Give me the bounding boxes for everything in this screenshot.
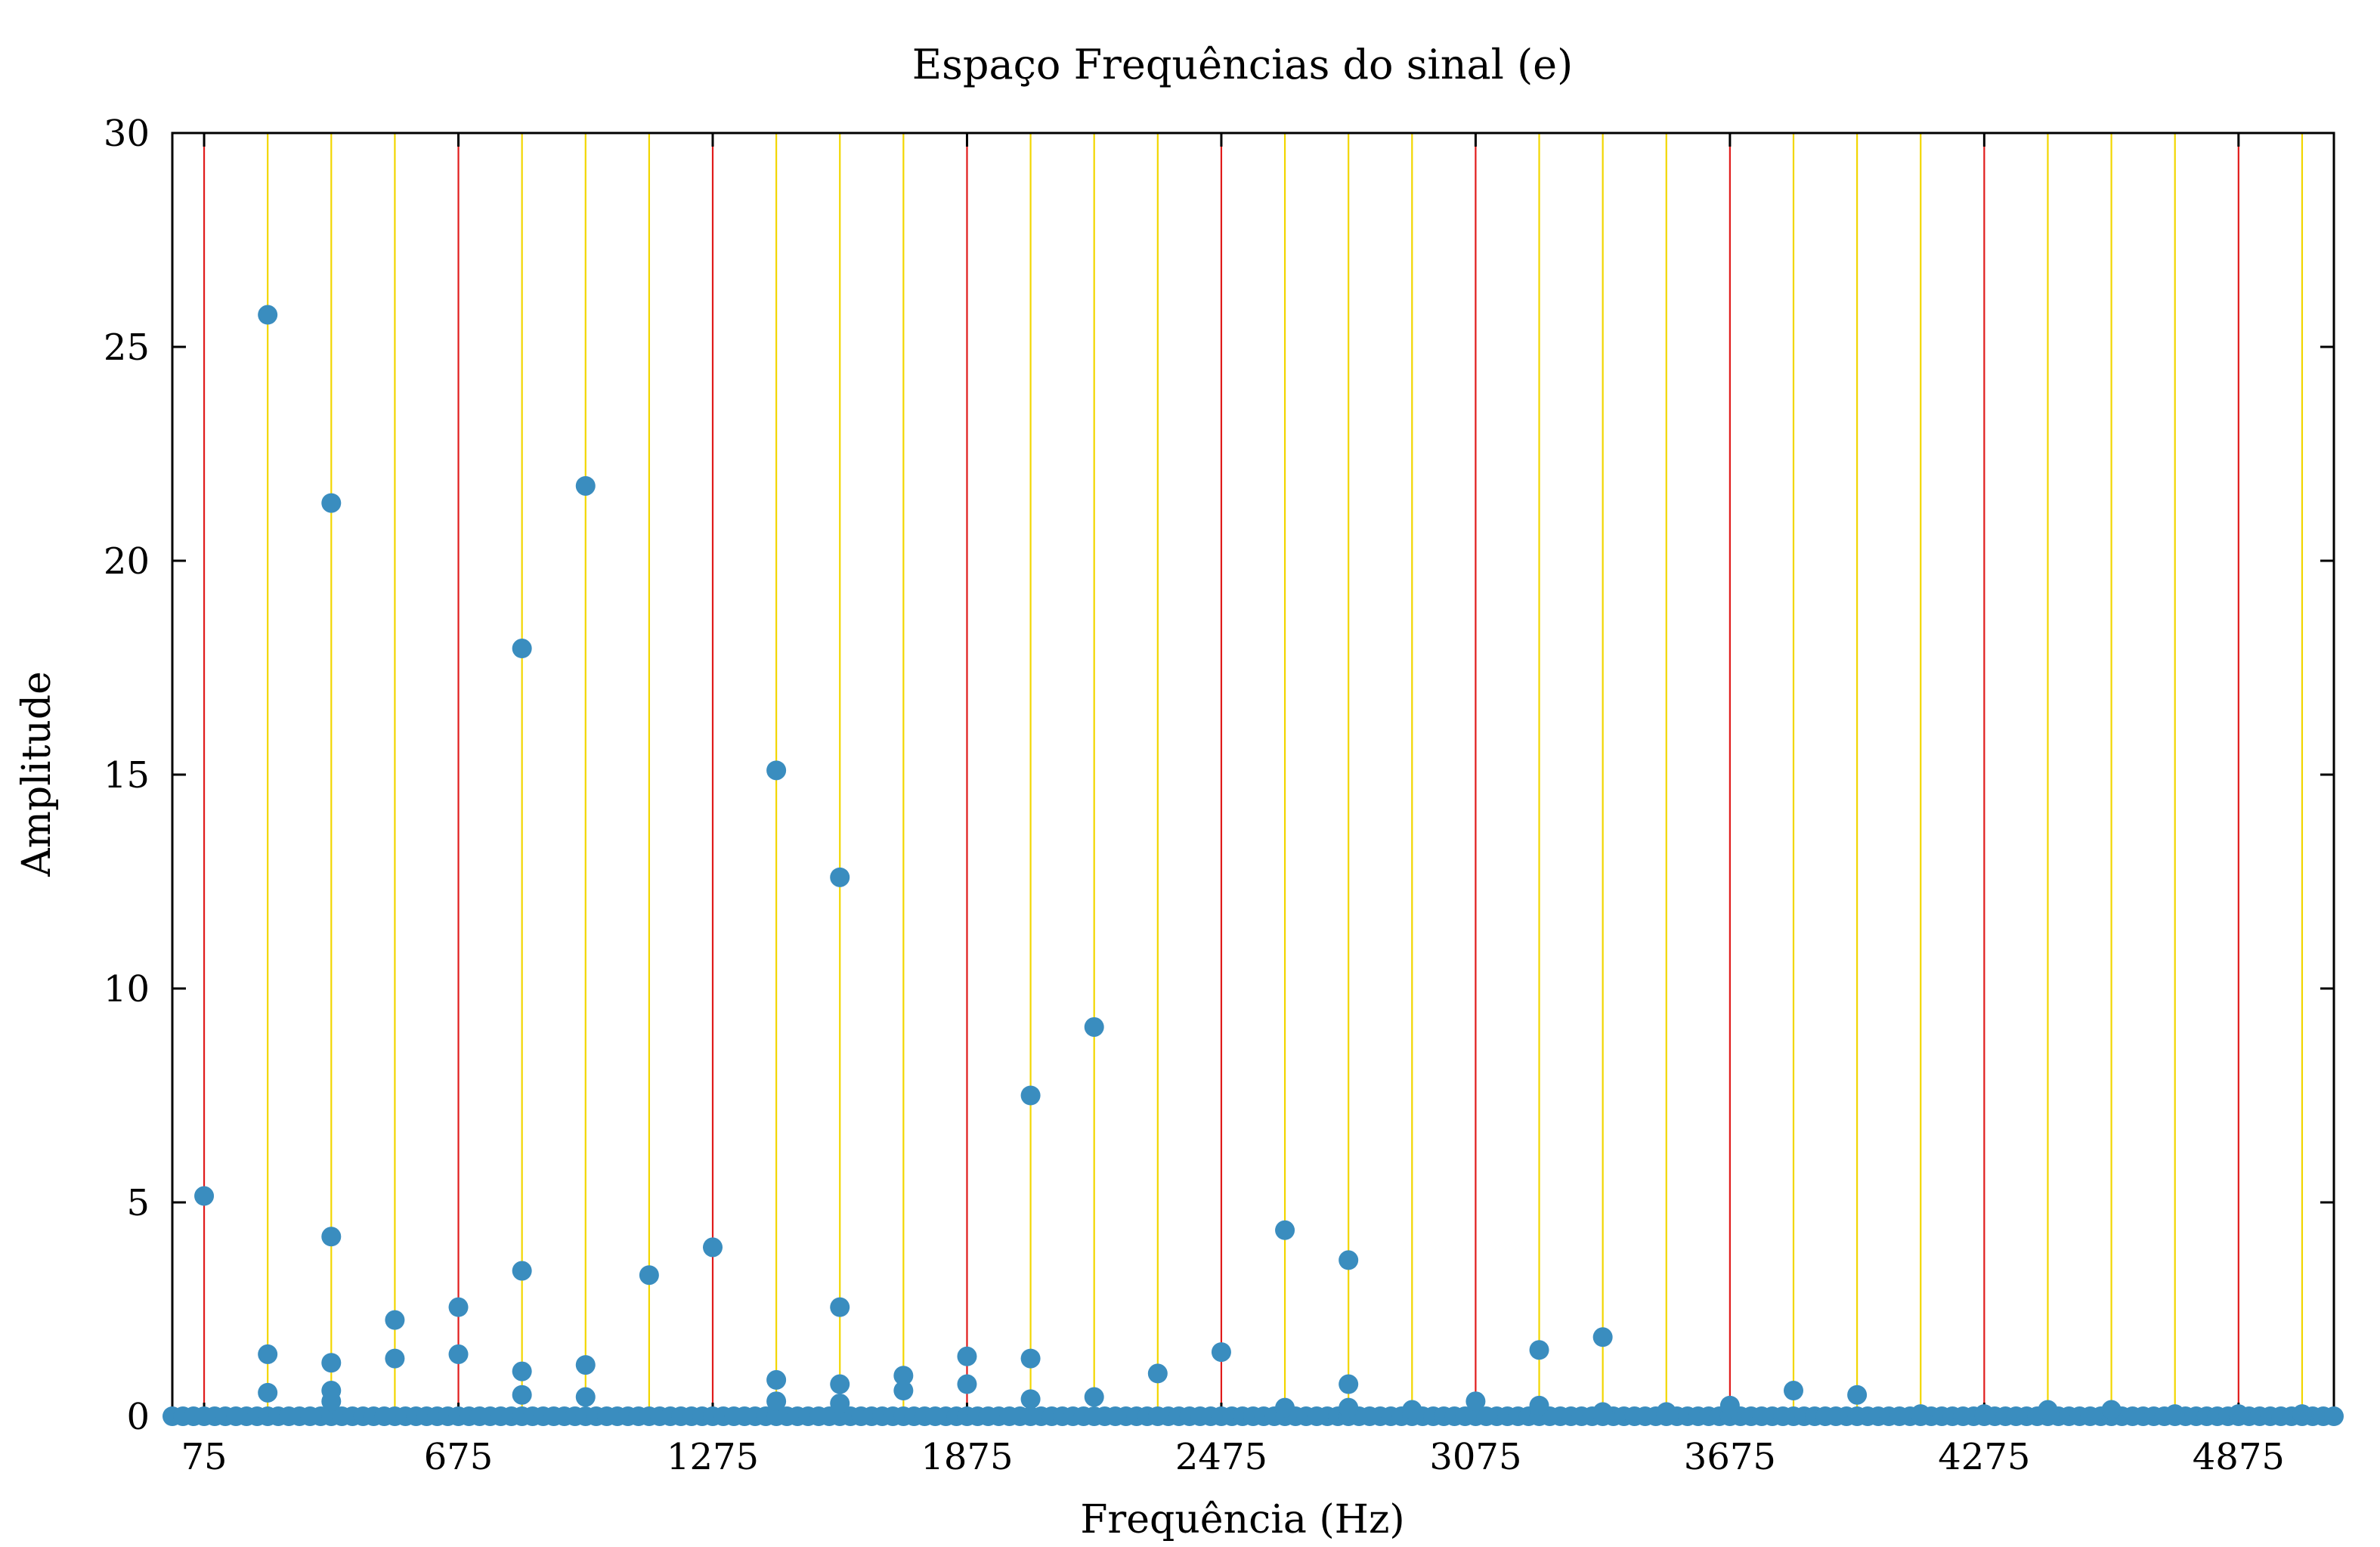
data-point bbox=[1529, 1395, 1549, 1416]
data-point bbox=[2324, 1406, 2344, 1426]
data-point bbox=[2101, 1400, 2122, 1420]
data-point bbox=[703, 1237, 723, 1258]
data-point bbox=[1465, 1391, 1486, 1412]
data-point bbox=[258, 1344, 278, 1364]
data-point bbox=[1275, 1220, 1295, 1240]
data-point bbox=[1339, 1397, 1359, 1418]
data-point bbox=[2292, 1404, 2312, 1425]
x-tick-label: 675 bbox=[424, 1436, 494, 1478]
x-tick-label: 3075 bbox=[1429, 1436, 1521, 1478]
x-tick-label: 75 bbox=[181, 1436, 227, 1478]
x-tick-label: 1875 bbox=[921, 1436, 1013, 1478]
y-axis-ticks: 0 5 10 15 20 25 30 bbox=[104, 113, 2334, 1438]
data-point bbox=[893, 1381, 914, 1401]
data-point bbox=[1592, 1327, 1613, 1347]
data-point bbox=[1211, 1342, 1231, 1363]
data-point bbox=[766, 1369, 787, 1390]
data-point bbox=[321, 1353, 342, 1373]
data-point bbox=[385, 1310, 405, 1330]
data-point bbox=[1656, 1402, 1676, 1422]
data-point bbox=[1911, 1404, 1931, 1425]
x-axis-ticks: 75 675 1275 1875 2475 3075 3675 4275 4875 bbox=[181, 133, 2285, 1478]
data-point bbox=[766, 760, 787, 781]
data-point bbox=[321, 1391, 342, 1412]
data-point bbox=[1084, 1387, 1104, 1407]
y-tick-label: 15 bbox=[104, 754, 150, 797]
y-tick-label: 10 bbox=[104, 968, 150, 1010]
data-point bbox=[1847, 1385, 1868, 1405]
data-point bbox=[512, 1385, 532, 1405]
data-point bbox=[1339, 1250, 1359, 1270]
x-tick-label: 1275 bbox=[667, 1436, 759, 1478]
data-point bbox=[1784, 1381, 1803, 1401]
x-axis-label: Frequência (Hz) bbox=[1080, 1497, 1404, 1542]
data-point bbox=[194, 1186, 215, 1206]
data-point bbox=[957, 1346, 977, 1366]
yellow-reference-lines bbox=[267, 133, 2304, 1416]
data-point bbox=[1020, 1389, 1041, 1409]
data-point bbox=[830, 1374, 850, 1394]
data-point bbox=[512, 1361, 532, 1381]
data-point bbox=[385, 1348, 405, 1369]
data-point bbox=[766, 1391, 787, 1412]
data-point bbox=[830, 867, 850, 887]
data-point bbox=[321, 493, 342, 513]
data-point bbox=[1275, 1397, 1295, 1418]
data-point bbox=[893, 1366, 914, 1386]
y-tick-label: 5 bbox=[126, 1182, 150, 1224]
y-tick-label: 20 bbox=[104, 540, 150, 583]
data-point bbox=[512, 639, 532, 659]
data-point bbox=[1974, 1404, 1995, 1425]
data-point bbox=[957, 1374, 977, 1394]
data-point bbox=[639, 1265, 659, 1286]
x-tick-label: 4275 bbox=[1938, 1436, 2030, 1478]
data-point bbox=[830, 1297, 850, 1317]
chart-title: Espaço Frequências do sinal (e) bbox=[912, 41, 1573, 88]
data-point bbox=[1592, 1402, 1613, 1422]
data-point bbox=[258, 305, 278, 325]
data-point bbox=[2165, 1404, 2185, 1425]
data-point bbox=[830, 1394, 850, 1414]
data-point bbox=[575, 1355, 596, 1375]
amplitude-point-series bbox=[194, 305, 2312, 1425]
data-point bbox=[1339, 1374, 1359, 1394]
y-tick-label: 30 bbox=[104, 113, 150, 155]
data-point bbox=[1719, 1395, 1740, 1416]
data-point bbox=[1402, 1400, 1422, 1420]
data-point bbox=[2228, 1404, 2248, 1425]
x-tick-label: 3675 bbox=[1684, 1436, 1776, 1478]
data-point bbox=[2038, 1400, 2058, 1420]
x-tick-label: 2475 bbox=[1175, 1436, 1267, 1478]
data-point bbox=[575, 475, 596, 496]
data-point bbox=[1529, 1340, 1549, 1360]
data-point bbox=[575, 1387, 596, 1407]
data-point bbox=[1020, 1348, 1041, 1369]
x-tick-label: 4875 bbox=[2193, 1436, 2285, 1478]
data-point bbox=[448, 1297, 469, 1317]
y-tick-label: 25 bbox=[104, 326, 150, 369]
y-tick-label: 0 bbox=[126, 1396, 150, 1438]
data-point bbox=[448, 1344, 469, 1364]
red-reference-lines bbox=[203, 133, 2239, 1416]
y-axis-label: Amplitude bbox=[14, 671, 60, 877]
data-point bbox=[258, 1382, 278, 1403]
data-point bbox=[1147, 1363, 1168, 1384]
data-point bbox=[1020, 1085, 1041, 1106]
baseline-point-series bbox=[162, 1406, 2344, 1426]
data-point bbox=[1084, 1016, 1104, 1037]
data-point bbox=[321, 1227, 342, 1247]
data-point bbox=[512, 1261, 532, 1281]
